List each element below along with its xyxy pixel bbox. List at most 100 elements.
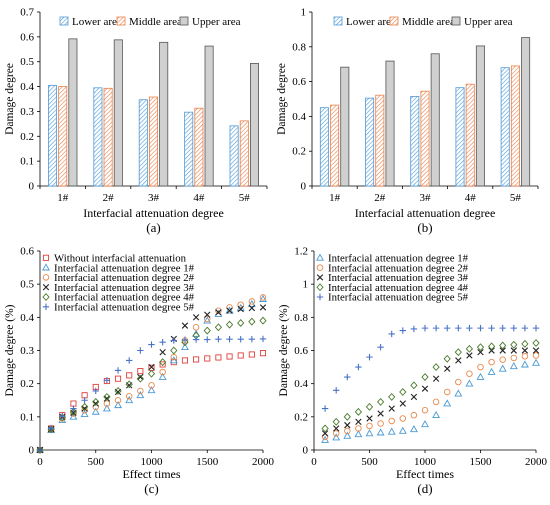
x-tick-label: 2000 (252, 456, 275, 468)
data-point (476, 372, 485, 380)
data-point (321, 424, 329, 433)
y-tick-label: 0.8 (294, 312, 308, 324)
legend-label: Lower area (346, 16, 396, 28)
bar (113, 39, 123, 187)
data-point (91, 407, 100, 415)
data-point (465, 344, 474, 353)
x-tick-label: 0 (311, 456, 317, 468)
legend-label: Interfacial attenuation degree 4# (54, 292, 195, 304)
bar (159, 41, 169, 187)
data-point (333, 387, 340, 394)
data-point (421, 324, 429, 332)
y-tick-label: 0.7 (20, 7, 34, 19)
y-tick-label: 0.2 (292, 146, 306, 158)
data-point (455, 324, 462, 332)
x-tick-label: 1# (57, 192, 69, 204)
data-point (70, 405, 77, 412)
x-tick-label: 500 (88, 456, 105, 468)
data-point (237, 319, 245, 327)
data-point (80, 409, 89, 418)
bar (68, 38, 78, 187)
legend-swatch (59, 16, 69, 26)
panel-label: (b) (417, 220, 432, 235)
data-point (366, 353, 373, 361)
data-point (159, 368, 166, 376)
y-tick-label: 0.1 (20, 411, 34, 423)
data-point (159, 358, 167, 367)
legend-marker (316, 283, 324, 292)
data-point (355, 363, 362, 371)
data-point (237, 305, 244, 313)
data-point (114, 401, 123, 409)
legend-label: Lower area (72, 16, 122, 28)
y-tick-label: 0.4 (294, 378, 308, 390)
data-point (321, 435, 330, 443)
data-point (192, 314, 200, 321)
data-point (126, 357, 133, 364)
data-point (410, 381, 418, 390)
data-point (193, 356, 200, 363)
data-point (214, 323, 223, 332)
data-point (159, 339, 166, 346)
data-point (499, 356, 506, 363)
data-point (259, 304, 267, 311)
data-point (465, 379, 474, 387)
data-point (225, 320, 234, 329)
bar (510, 65, 520, 187)
bar (365, 97, 375, 187)
bar (455, 87, 465, 187)
data-point (204, 355, 211, 362)
data-point (248, 336, 256, 343)
data-point (47, 424, 55, 432)
data-point (488, 358, 495, 366)
legend-label: Interfacial attenuation degree 4# (328, 282, 469, 294)
data-point (399, 415, 407, 422)
data-point (159, 348, 166, 356)
legend-marker (42, 303, 50, 310)
legend-label: Without interfacial attenuation (54, 253, 187, 265)
bar (249, 63, 259, 187)
data-point (399, 400, 406, 407)
data-point (466, 352, 473, 359)
data-point (137, 368, 144, 375)
data-point (432, 324, 440, 332)
bar (319, 107, 329, 187)
data-point (204, 336, 211, 343)
legend-label: Interfacial attenuation degree 1# (54, 262, 195, 274)
bar (194, 107, 204, 187)
data-point (443, 399, 452, 407)
data-point (532, 358, 540, 366)
bar (410, 95, 420, 187)
bar (475, 45, 485, 187)
data-point (321, 430, 329, 437)
data-point (237, 301, 244, 308)
x-tick-label: 5# (510, 192, 522, 204)
legend-swatch (389, 16, 399, 26)
legend-label: Interfacial attenuation degree 3# (328, 272, 469, 284)
panel-label: (d) (417, 481, 432, 496)
data-point (344, 373, 351, 381)
y-tick-label: 1 (303, 279, 309, 291)
y-tick-label: 1.2 (294, 246, 308, 258)
x-tick-label: 2# (103, 192, 115, 204)
x-axis-title: Effect times (122, 467, 180, 481)
data-point (532, 339, 540, 348)
data-point (259, 350, 267, 357)
data-point (248, 304, 256, 312)
y-tick-label: 0.5 (20, 56, 34, 68)
bar (204, 45, 214, 187)
data-point (136, 374, 144, 383)
bar (93, 87, 103, 187)
legend-label: Interfacial attenuation degree 2# (54, 272, 195, 284)
legend-marker (316, 253, 324, 261)
y-tick-label: 0.3 (20, 345, 34, 357)
data-point (454, 389, 463, 397)
x-tick-label: 2000 (525, 456, 548, 468)
legend-label: Interfacial attenuation degree 5# (328, 292, 469, 304)
data-point (510, 354, 518, 362)
data-point (354, 407, 363, 416)
legend-label: Middle area (129, 16, 182, 28)
data-point (521, 347, 529, 354)
data-point (477, 348, 484, 356)
data-point (520, 360, 529, 368)
